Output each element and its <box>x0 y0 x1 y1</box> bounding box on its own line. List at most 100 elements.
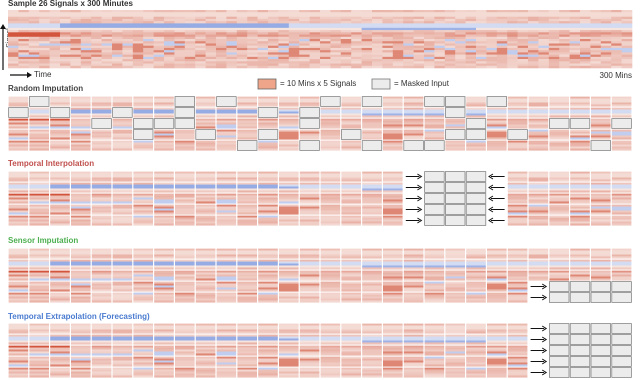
tile-stripe <box>570 260 590 262</box>
tile-stripe <box>445 297 465 299</box>
tile-stripe <box>9 223 29 225</box>
heat-cell <box>538 12 549 15</box>
heat-cell <box>497 57 508 60</box>
heat-cell <box>258 35 269 38</box>
tile-stripe <box>237 286 257 288</box>
tile-stripe <box>279 267 299 269</box>
tile-stripe <box>71 346 91 348</box>
tile-stripe <box>50 218 70 220</box>
heat-cell <box>39 46 50 49</box>
tile-stripe <box>404 130 424 132</box>
tile-stripe <box>175 207 195 209</box>
tile-stripe <box>612 218 632 220</box>
tile-stripe <box>196 188 216 190</box>
heat-cell <box>351 17 362 20</box>
heat-cell <box>60 50 71 53</box>
tile-stripe <box>300 298 320 300</box>
tile-stripe <box>466 275 486 277</box>
tile-stripe <box>258 324 278 326</box>
heat-cell <box>414 50 425 53</box>
tile-stripe <box>612 249 632 251</box>
tile-stripe <box>113 143 133 145</box>
heat-cell <box>164 32 175 35</box>
tile-stripe <box>612 267 632 269</box>
tile-stripe <box>29 209 49 211</box>
tile-stripe <box>92 251 112 253</box>
tile-stripe <box>300 137 320 139</box>
heat-cell <box>133 10 144 13</box>
masked-tile <box>612 293 632 303</box>
tile-stripe <box>50 267 70 269</box>
heat-cell <box>559 32 570 35</box>
heat-cell <box>330 55 341 58</box>
tile-stripe <box>300 337 320 339</box>
heat-cell <box>60 26 71 29</box>
tile-stripe <box>71 188 91 190</box>
heat-cell <box>133 57 144 60</box>
heat-cell <box>351 59 362 62</box>
tile-stripe <box>71 220 91 222</box>
tile-stripe <box>466 339 486 341</box>
tile-stripe <box>300 101 320 103</box>
heat-cell <box>414 55 425 58</box>
tile-stripe <box>258 271 278 273</box>
heat-cell <box>133 28 144 31</box>
tile-stripe <box>237 112 257 114</box>
tile-stripe <box>217 141 237 143</box>
tile-stripe <box>175 130 195 132</box>
heat-cell <box>174 30 185 33</box>
heat-cell <box>310 14 321 17</box>
heat-cell <box>559 26 570 29</box>
heat-cell <box>195 41 206 44</box>
heat-cell <box>622 52 633 55</box>
heat-cell <box>206 43 217 46</box>
heat-cell <box>528 30 539 33</box>
heat-cell <box>559 55 570 58</box>
tile-stripe <box>612 264 632 266</box>
tile-stripe <box>300 253 320 255</box>
tile-stripe <box>383 187 403 189</box>
tile-stripe <box>341 145 361 147</box>
tile-stripe <box>404 286 424 288</box>
tile-stripe <box>341 324 361 326</box>
tile-stripe <box>258 372 278 374</box>
tile-stripe <box>529 185 549 187</box>
masked-tile <box>425 183 445 193</box>
tile-stripe <box>196 146 216 148</box>
tile-stripe <box>133 253 153 255</box>
heat-cell <box>91 50 102 53</box>
heat-cell <box>580 57 591 60</box>
heat-cell <box>445 46 456 49</box>
tile-stripe <box>529 278 549 280</box>
tile-stripe <box>175 179 195 181</box>
tile-stripe <box>279 253 299 255</box>
tile-stripe <box>300 275 320 277</box>
heat-cell <box>570 57 581 60</box>
tile-stripe <box>92 273 112 275</box>
tile-stripe <box>425 340 445 342</box>
tile-stripe <box>133 348 153 350</box>
tile-stripe <box>217 113 237 115</box>
tile-stripe <box>237 176 257 178</box>
heat-cell <box>382 59 393 62</box>
tile-stripe <box>133 359 153 361</box>
tile-stripe <box>362 179 382 181</box>
tile-stripe <box>113 335 133 337</box>
tile-stripe <box>570 207 590 209</box>
tile-stripe <box>9 342 29 344</box>
tile-stripe <box>237 265 257 267</box>
tile-stripe <box>570 278 590 280</box>
tile-stripe <box>570 220 590 222</box>
tile-stripe <box>92 357 112 359</box>
heat-cell <box>174 57 185 60</box>
tile-stripe <box>258 298 278 300</box>
heat-cell <box>580 12 591 15</box>
heat-cell <box>362 23 373 26</box>
tile-stripe <box>321 172 341 174</box>
tile-stripe <box>71 329 91 331</box>
heat-cell <box>424 43 435 46</box>
heat-cell <box>476 43 487 46</box>
tile-stripe <box>591 130 611 132</box>
tile-stripe <box>29 216 49 218</box>
tile-stripe <box>279 216 299 218</box>
